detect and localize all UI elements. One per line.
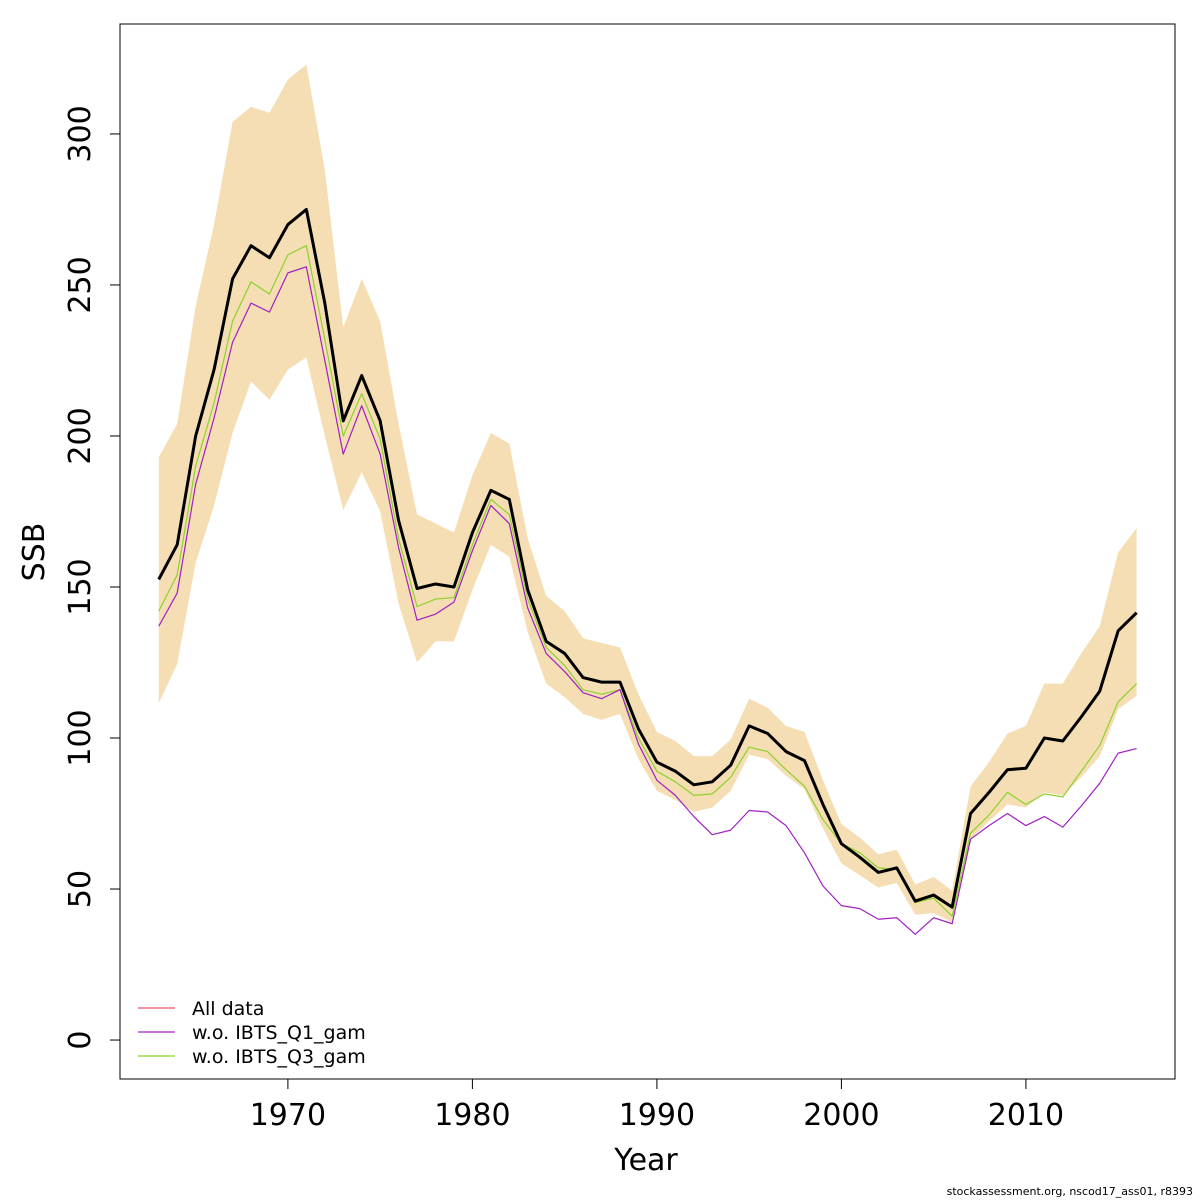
x-tick-label: 2000 (803, 1098, 879, 1133)
x-tick-label: 1970 (250, 1098, 326, 1133)
series-line (158, 266, 1137, 935)
confidence-band (158, 64, 1137, 923)
x-tick-label: 1990 (619, 1098, 695, 1133)
y-tick-label: 50 (63, 870, 98, 908)
y-tick-label: 250 (63, 256, 98, 313)
x-axis-label: Year (613, 1143, 678, 1178)
legend-label: All data (192, 998, 264, 1020)
x-tick-label: 2010 (988, 1098, 1064, 1133)
y-axis-label: SSB (17, 523, 52, 582)
y-tick-label: 200 (63, 407, 98, 464)
y-tick-label: 150 (63, 558, 98, 615)
legend-label: w.o. IBTS_Q1_gam (192, 1022, 366, 1044)
y-tick-label: 100 (63, 709, 98, 766)
footer: stockassessment.org, nscod17_ass01, r839… (947, 1185, 1193, 1198)
y-tick-label: 0 (63, 1030, 98, 1049)
x-tick-label: 1980 (434, 1098, 510, 1133)
series-line (158, 245, 1138, 917)
legend-label: w.o. IBTS_Q3_gam (192, 1046, 366, 1068)
y-tick-label: 300 (63, 105, 98, 162)
series-line (157, 207, 1138, 909)
